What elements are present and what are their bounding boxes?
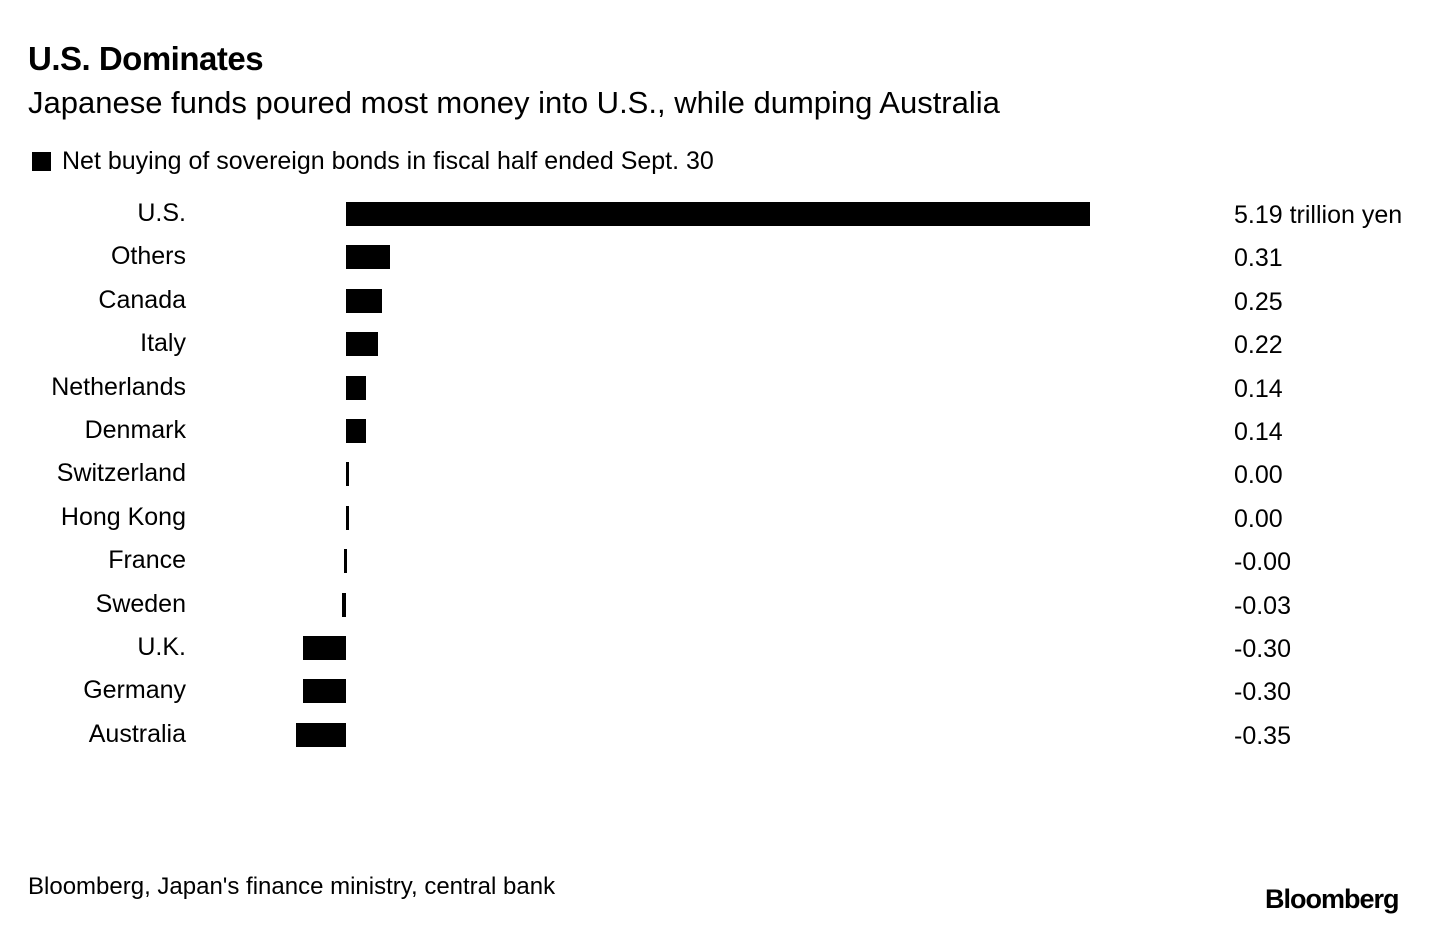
value-label: 0.00 xyxy=(1234,504,1283,533)
value-label: 0.14 xyxy=(1234,374,1283,403)
bar xyxy=(341,592,346,617)
value-label: 0.14 xyxy=(1234,418,1283,446)
value-label: 0.25 xyxy=(1234,287,1283,316)
bar xyxy=(302,636,346,660)
category-label: Switzerland xyxy=(56,459,186,488)
source-note: Bloomberg, Japan's finance ministry, cen… xyxy=(28,873,556,900)
category-label: Germany xyxy=(83,676,186,705)
bar xyxy=(346,375,367,400)
bar-chart: U.S. 5.19 trillion yen Others 0.31 Canada 0.2… xyxy=(51,199,1403,750)
category-label: U.S. xyxy=(137,199,186,227)
bar xyxy=(346,462,349,487)
value-label: 5.19 trillion yen xyxy=(1234,201,1403,229)
bar xyxy=(302,679,346,704)
category-label: Canada xyxy=(98,285,186,314)
bar xyxy=(344,549,347,574)
category-label: Hong Kong xyxy=(60,502,186,531)
chart-title: U.S. Dominates xyxy=(28,40,264,77)
bloomberg-logo: Bloomberg xyxy=(1265,884,1400,914)
category-label: Netherlands xyxy=(51,372,186,401)
value-label: -0.30 xyxy=(1234,635,1291,663)
value-label: -0.35 xyxy=(1234,721,1291,750)
category-label: Sweden xyxy=(95,589,186,618)
value-label: -0.03 xyxy=(1234,591,1291,620)
legend: Net buying of sovereign bonds in fiscal … xyxy=(32,147,714,176)
value-label: 0.00 xyxy=(1234,461,1283,490)
category-label: France xyxy=(108,546,186,575)
bar xyxy=(346,505,349,530)
category-label: Denmark xyxy=(84,416,186,444)
legend-label: Net buying of sovereign bonds in fiscal … xyxy=(62,147,714,175)
value-label: -0.00 xyxy=(1234,548,1291,577)
chart-subtitle: Japanese funds poured most money into U.… xyxy=(28,85,1000,120)
legend-swatch xyxy=(32,152,51,171)
value-label: 0.31 xyxy=(1234,244,1283,273)
bar xyxy=(346,202,1090,226)
bar xyxy=(346,245,391,270)
category-label: Others xyxy=(110,242,186,271)
bar xyxy=(346,288,382,313)
category-label: Australia xyxy=(88,719,186,748)
category-label: Italy xyxy=(140,329,186,358)
category-label: U.K. xyxy=(137,633,186,661)
value-label: 0.22 xyxy=(1234,331,1283,360)
bar xyxy=(295,722,346,747)
bar xyxy=(346,419,367,443)
bar xyxy=(346,332,378,357)
value-label: -0.30 xyxy=(1234,678,1291,707)
